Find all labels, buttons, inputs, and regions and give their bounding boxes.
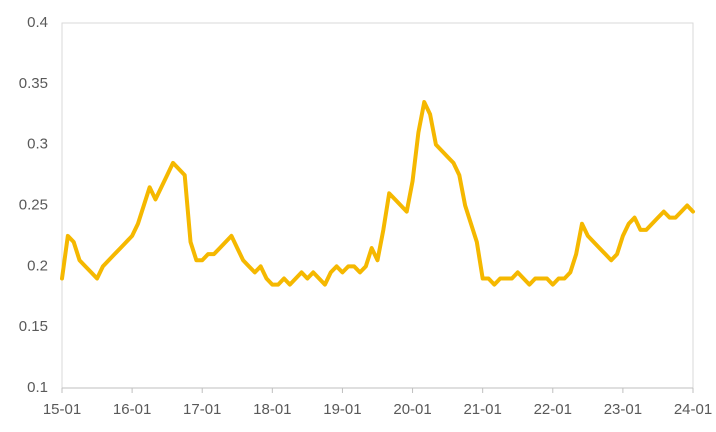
x-tick-label: 19-01 [323, 401, 361, 418]
plot-frame [61, 22, 694, 389]
x-tick-label: 17-01 [183, 401, 221, 418]
line [60, 100, 695, 287]
y-tick-label: 0.25 [19, 196, 48, 213]
x-tick-label: 24-01 [674, 401, 712, 418]
x-tick-label: 22-01 [534, 401, 572, 418]
x-tick-label: 15-01 [43, 401, 81, 418]
x-tick-label: 21-01 [463, 401, 501, 418]
y-tick-label: 0.35 [19, 75, 48, 92]
x-tick-label: 23-01 [604, 401, 642, 418]
y-tick-label: 0.3 [27, 136, 48, 153]
y-tick-label: 0.15 [19, 318, 48, 335]
x-tick-label: 18-01 [253, 401, 291, 418]
y-tick-label: 0.1 [27, 379, 48, 396]
x-tick-label: 16-01 [113, 401, 151, 418]
y-tick-label: 0.2 [27, 257, 48, 274]
x-tick-label: 20-01 [393, 401, 431, 418]
y-tick-label: 0.4 [27, 14, 48, 31]
